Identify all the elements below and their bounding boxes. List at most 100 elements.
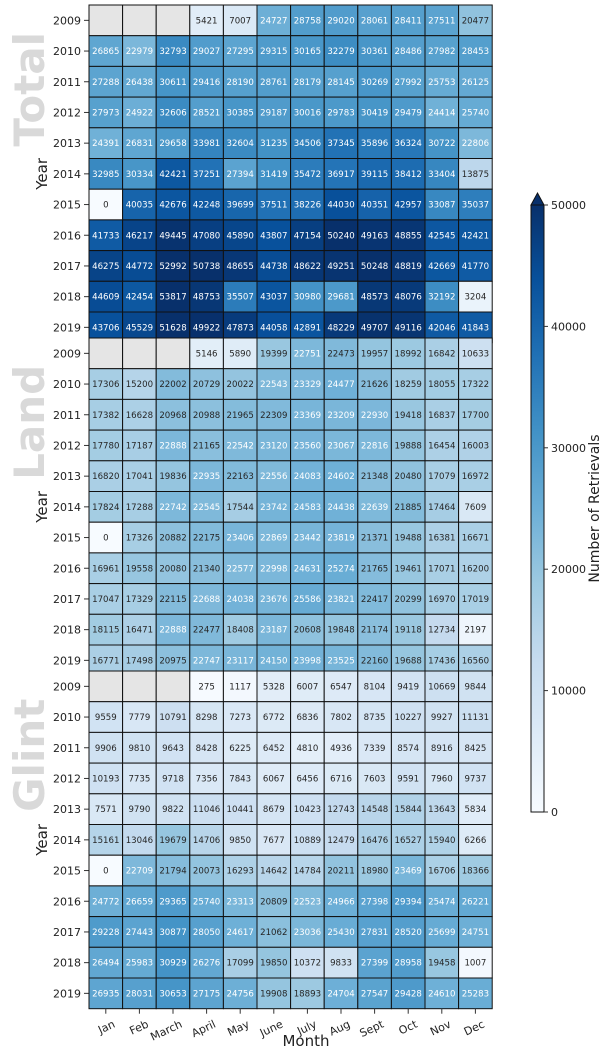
cell-value-label: 42454 [126,293,153,303]
cell-value-label: 39699 [227,201,254,211]
cell-value-label: 40351 [361,201,388,211]
cell-rect [122,885,157,918]
cell-value-label: 42676 [159,201,186,211]
heatmap-cell: 29027 [189,35,224,67]
heatmap-cell [122,670,157,703]
heatmap-cell: 24083 [290,460,325,492]
cell-rect [256,521,292,554]
heatmap-cell: 30877 [155,916,191,948]
heatmap-cell: 6452 [256,731,292,764]
heatmap-cell: 27547 [357,977,392,1010]
heatmap-cell: 7735 [122,762,157,795]
heatmap-cell: 17099 [222,946,258,979]
cell-value-label: 48819 [395,262,422,272]
cell-value-label: 48855 [395,231,422,241]
cell-value-label: 13875 [462,170,489,180]
cell-rect [424,762,460,795]
heatmap-cell: 11131 [458,701,493,733]
heatmap-cell: 37251 [189,158,224,190]
cell-rect [88,280,124,313]
cell-value-label: 25474 [428,897,455,907]
cell-value-label: 23329 [294,380,321,390]
cell-value-label: 40035 [126,201,153,211]
cell-rect [256,368,292,400]
cell-value-label: 26865 [92,47,119,57]
cell-value-label: 30653 [159,989,186,999]
cell-value-label: 22477 [193,626,220,636]
heatmap-cell: 20080 [155,552,191,585]
year-tick-label: 2010 [53,711,81,724]
heatmap-cell: 8916 [424,731,460,764]
cell-value-label: 44738 [260,262,287,272]
cell-value-label: 8428 [196,744,218,754]
heatmap-cell: 20022 [222,368,258,400]
cell-value-label: 10227 [395,713,422,723]
cell-value-label: 23120 [260,441,287,451]
heatmap-cell: 27398 [357,885,392,918]
cell-value-label: 16961 [92,564,119,574]
heatmap-cell [88,337,124,370]
heatmap-cell: 16476 [357,824,392,856]
cell-value-label: 16671 [462,534,489,544]
heatmap-cell: 6007 [290,670,325,703]
cell-rect [458,4,493,37]
cell-value-label: 275 [198,682,214,692]
cell-value-label: 28520 [395,928,422,938]
heatmap-cell: 16628 [122,398,157,431]
cell-rect [424,701,460,733]
cell-value-label: 31419 [260,170,287,180]
missing-cell [88,337,124,370]
cell-rect [458,127,493,160]
cell-value-label: 17041 [126,472,153,482]
cell-value-label: 12734 [428,626,455,636]
heatmap-cell: 5421 [189,4,224,37]
cell-value-label: 19461 [395,564,422,574]
cell-value-label: 20211 [327,867,354,877]
heatmap-cell: 2197 [458,613,493,646]
cell-rect [189,127,224,160]
cell-value-label: 43706 [92,323,119,333]
cell-value-label: 32192 [428,293,455,303]
cell-rect [222,368,258,400]
heatmap-cell: 49251 [323,250,359,282]
cell-value-label: 32793 [159,47,186,57]
cell-rect [424,250,460,282]
heatmap-cell: 17382 [88,398,124,431]
cell-rect [390,127,426,160]
cell-rect [256,491,292,523]
year-tick-label: 2011 [53,742,81,755]
cell-value-label: 1007 [464,959,486,969]
cell-rect [458,731,493,764]
heatmap-cell: 20299 [390,583,426,615]
cell-value-label: 23369 [294,411,321,421]
heatmap-cell: 7603 [357,762,392,795]
cell-value-label: 21965 [227,411,254,421]
heatmap-cell: 10227 [390,701,426,733]
cell-value-label: 17306 [92,380,119,390]
cell-value-label: 5834 [464,805,486,815]
cell-value-label: 10372 [294,959,321,969]
heatmap-cell: 35037 [458,188,493,221]
heatmap-cell: 7356 [189,762,224,795]
cell-value-label: 23067 [327,441,354,451]
cell-rect [390,946,426,979]
heatmap-cell: 27399 [357,946,392,979]
heatmap-cell: 19848 [323,613,359,646]
heatmap-cell: 7273 [222,701,258,733]
cell-rect [323,701,359,733]
cell-rect [88,398,124,431]
cell-value-label: 23406 [227,534,254,544]
cell-value-label: 22473 [327,349,354,359]
cell-rect [122,521,157,554]
cell-value-label: 12479 [327,836,354,846]
cell-rect [357,762,392,795]
cell-rect [256,854,292,887]
heatmap-cell: 50738 [189,250,224,282]
cell-value-label: 22115 [159,595,186,605]
cell-value-label: 16560 [462,656,489,666]
cell-value-label: 20073 [193,867,220,877]
heatmap-cell: 10441 [222,793,258,825]
cell-rect [357,946,392,979]
heatmap-cell: 41770 [458,250,493,282]
heatmap-cell: 22477 [189,613,224,646]
